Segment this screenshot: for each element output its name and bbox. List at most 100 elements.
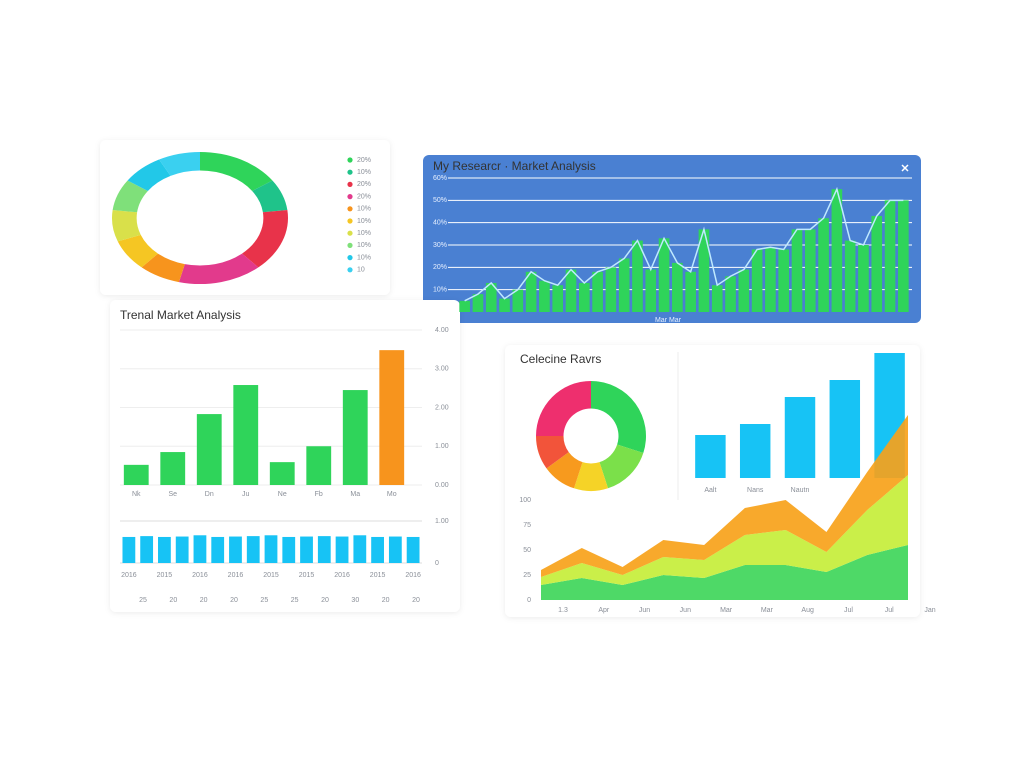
bar [317,536,331,563]
x-tick-label: Jun [680,607,691,614]
y-tick-label: 100 [519,497,531,504]
x-tick-label: Jul [844,607,853,614]
y-tick-label: 2.00 [435,404,449,411]
x-tick-label: Fb [315,491,323,498]
bar [282,536,296,563]
x-tick-label: Se [168,491,177,498]
x-tick-label: Aug [801,607,814,614]
bar [264,535,278,563]
donut-slice [200,152,273,192]
y-tick-label: 20% [433,264,447,271]
y-tick-label: 30% [433,242,447,249]
bar [565,269,577,312]
bar [122,536,136,563]
donut-slice [591,381,646,453]
bar [335,536,349,563]
footer-label: 25 [291,597,299,604]
legend-swatch [347,157,353,163]
x-tick-label: Aalt [704,487,716,494]
bar [632,240,643,312]
y-tick-label: 0 [527,597,531,604]
bar [645,269,657,312]
bar [618,258,630,312]
legend-label: 10% [357,218,371,225]
footer-label: 20 [412,597,420,604]
close-button[interactable] [901,164,909,172]
bar [658,238,670,312]
legend-label: 20% [357,181,371,188]
donut-slice [117,234,158,268]
legend-swatch [347,218,353,224]
x-tick-label: 2016 [334,572,350,579]
y-tick-label: 1.00 [435,443,449,450]
footer-label: 20 [382,597,390,604]
x-tick-label: 2016 [228,572,244,579]
bar [844,240,856,312]
donut-slice [178,253,259,285]
footer-label: 20 [230,597,238,604]
x-tick-label: 2015 [299,572,315,579]
x-tick-label: Mar [761,607,774,614]
x-tick-label: Ma [350,491,360,498]
legend-swatch [347,255,353,261]
bar [711,285,723,312]
bar [829,380,861,478]
x-tick-label: 1.3 [558,607,568,614]
bar [459,300,470,312]
legend-swatch [347,194,353,200]
x-tick-label: 2016 [192,572,208,579]
donut-slice [599,444,644,489]
legend-swatch [347,242,353,248]
donut-slice [536,381,591,436]
footer-label: 30 [351,597,359,604]
bar [353,535,367,563]
bar [342,390,368,485]
y-tick-label: 10% [433,287,447,294]
bar [552,285,564,312]
donut-slice [127,159,171,192]
bar [871,215,883,312]
bar [512,289,524,312]
bar [371,536,384,563]
trend-line [464,186,904,302]
donut-slice [141,253,185,283]
market-card [110,300,460,612]
bar [472,294,484,312]
donut-slice [252,180,288,213]
donut-slice [546,452,583,489]
y-tick-label: 1.00 [435,518,449,525]
legend-swatch [347,230,353,236]
bar [160,452,186,485]
bar [175,536,189,563]
bar [831,189,843,312]
bar [858,245,869,312]
x-tick-label: 2015 [157,572,173,579]
bar [791,229,803,312]
donut-card [100,140,390,295]
bar [193,535,207,563]
bar [246,536,260,563]
y-tick-label: 50 [523,547,531,554]
legend-label: 10% [357,206,371,213]
bar [685,271,696,312]
bar [379,350,405,485]
bar [269,462,295,485]
bar [306,446,332,485]
area-layer [541,415,908,577]
legend-swatch [347,206,353,212]
bar [233,385,259,485]
bar [605,267,617,312]
bar [539,280,550,312]
footer-label: 25 [260,597,268,604]
y-tick-label: 50% [433,197,447,204]
x-tick-label: Mar [720,607,733,614]
bar [804,229,816,312]
x-tick-label: 2015 [370,572,386,579]
y-tick-label: 0 [435,560,439,567]
y-tick-label: 25 [523,572,531,579]
x-tick-label: Ju [242,491,250,498]
x-tick-label: Apr [598,607,610,614]
x-tick-label: Dn [205,491,214,498]
footer-label: 25 [139,597,147,604]
